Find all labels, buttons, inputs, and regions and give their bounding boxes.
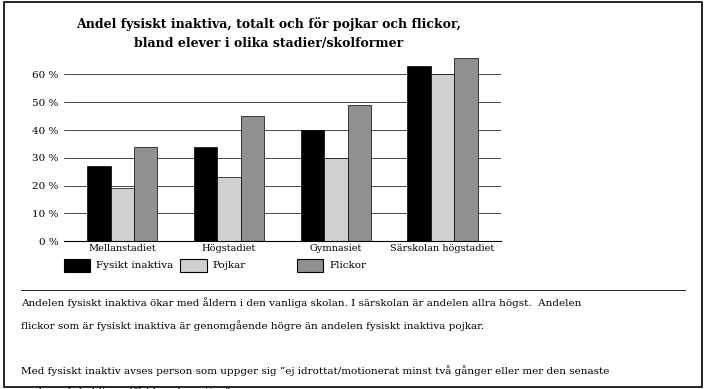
Bar bbox=[324, 158, 347, 241]
Bar bbox=[454, 58, 478, 241]
Text: Flickor: Flickor bbox=[329, 261, 366, 270]
Bar bbox=[111, 188, 134, 241]
Text: flickor som är fysiskt inaktiva är genomgående högre än andelen fysiskt inaktiva: flickor som är fysiskt inaktiva är genom… bbox=[21, 320, 484, 331]
Bar bbox=[407, 66, 431, 241]
Bar bbox=[134, 147, 157, 241]
Bar bbox=[347, 105, 371, 241]
Text: Fysikt inaktiva: Fysikt inaktiva bbox=[96, 261, 173, 270]
Bar bbox=[301, 130, 324, 241]
Bar bbox=[193, 147, 217, 241]
Bar bbox=[217, 177, 241, 241]
Text: Pojkar: Pojkar bbox=[213, 261, 246, 270]
Text: Andel fysiskt inaktiva, totalt och för pojkar och flickor,: Andel fysiskt inaktiva, totalt och för p… bbox=[76, 18, 461, 32]
Bar bbox=[87, 166, 111, 241]
Text: Med fysiskt inaktiv avses person som uppger sig ”ej idrottat/motionerat minst tv: Med fysiskt inaktiv avses person som upp… bbox=[21, 365, 609, 376]
Text: bland elever i olika stadier/skolformer: bland elever i olika stadier/skolformer bbox=[133, 37, 403, 50]
Text: Andelen fysiskt inaktiva ökar med åldern i den vanliga skolan. I särskolan är an: Andelen fysiskt inaktiva ökar med åldern… bbox=[21, 298, 582, 308]
Bar bbox=[241, 116, 264, 241]
Text: veckan så de blir andfådda och svettas”.: veckan så de blir andfådda och svettas”. bbox=[21, 388, 234, 389]
Bar bbox=[431, 74, 454, 241]
